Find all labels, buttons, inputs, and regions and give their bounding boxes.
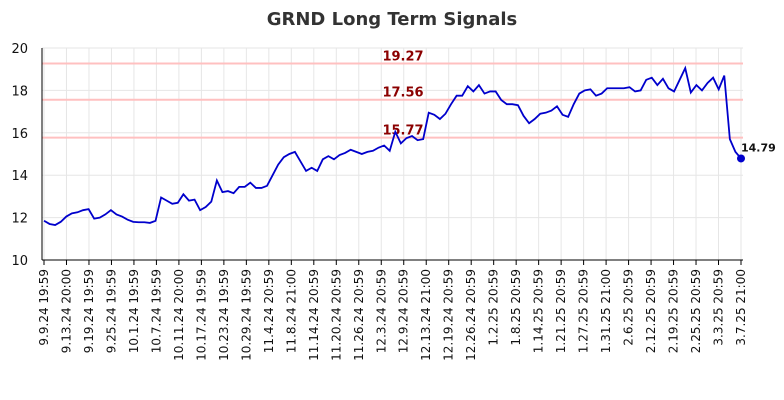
x-tick-label: 12.9.24 20:59 [397, 269, 411, 353]
x-tick-label: 9.25.24 19:59 [104, 269, 118, 353]
level-label: 17.56 [382, 86, 423, 101]
y-tick-label: 10 [11, 254, 28, 269]
levels: 19.27 17.56 15.77 [42, 49, 743, 139]
x-tick-label: 1.14.25 20:59 [532, 269, 546, 353]
x-tick-label: 9.13.24 20:00 [59, 269, 73, 353]
x-tick-label: 1.8.25 20:59 [509, 269, 523, 346]
x-tick-label: 11.26.24 20:59 [352, 269, 366, 361]
x-tick-label: 10.23.24 19:59 [217, 269, 231, 361]
x-tick-label: 10.17.24 19:59 [194, 269, 208, 361]
y-tick-labels: 10 12 14 16 18 20 [11, 42, 28, 269]
x-tick-label: 3.3.25 20:59 [712, 269, 726, 346]
x-tick-labels: 9.9.24 19:59 9.13.24 20:00 9.19.24 19:59 9.… [37, 260, 748, 361]
x-tick-label: 1.2.25 20:59 [487, 269, 501, 346]
x-tick-label: 11.8.24 21:00 [284, 269, 298, 353]
chart-title: GRND Long Term Signals [267, 9, 518, 30]
x-tick-label: 10.11.24 20:00 [172, 269, 186, 361]
series-line [43, 65, 742, 226]
x-tick-label: 12.19.24 20:59 [442, 269, 456, 361]
x-tick-label: 12.3.24 20:59 [374, 269, 388, 353]
x-tick-label: 9.19.24 19:59 [82, 269, 96, 353]
y-tick-label: 12 [11, 212, 28, 227]
x-tick-label: 10.1.24 19:59 [127, 269, 141, 353]
x-tick-label: 1.21.25 20:59 [554, 269, 568, 353]
x-tick-label: 1.27.25 20:59 [577, 269, 591, 353]
level-label: 19.27 [382, 49, 423, 64]
x-tick-label: 2.25.25 20:59 [689, 269, 703, 353]
y-tick-label: 14 [11, 169, 28, 184]
x-tick-label: 11.4.24 20:59 [262, 269, 276, 353]
last-point [737, 154, 745, 163]
x-tick-label: 2.19.25 20:59 [667, 269, 681, 353]
x-tick-label: 2.12.25 20:59 [644, 269, 658, 353]
grid [42, 47, 743, 261]
last-value-label: 14.79 [741, 141, 776, 154]
x-tick-label: 11.20.24 20:59 [329, 269, 343, 361]
x-tick-label: 9.9.24 19:59 [37, 269, 51, 346]
x-tick-label: 12.26.24 20:59 [464, 269, 478, 361]
x-tick-label: 10.29.24 19:59 [239, 269, 253, 361]
x-tick-label: 1.31.25 21:00 [599, 269, 613, 353]
x-tick-label: 11.14.24 20:59 [307, 269, 321, 361]
y-tick-label: 18 [11, 84, 28, 99]
y-tick-label: 20 [11, 42, 28, 57]
axes [41, 48, 743, 261]
level-label: 15.77 [382, 124, 423, 139]
y-tick-label: 16 [11, 127, 28, 142]
x-tick-label: 2.6.25 20:59 [622, 269, 636, 346]
x-tick-label: 10.7.24 19:59 [149, 269, 163, 353]
x-tick-label: 12.13.24 21:00 [419, 269, 433, 361]
x-tick-label: 3.7.25 21:00 [734, 269, 748, 346]
